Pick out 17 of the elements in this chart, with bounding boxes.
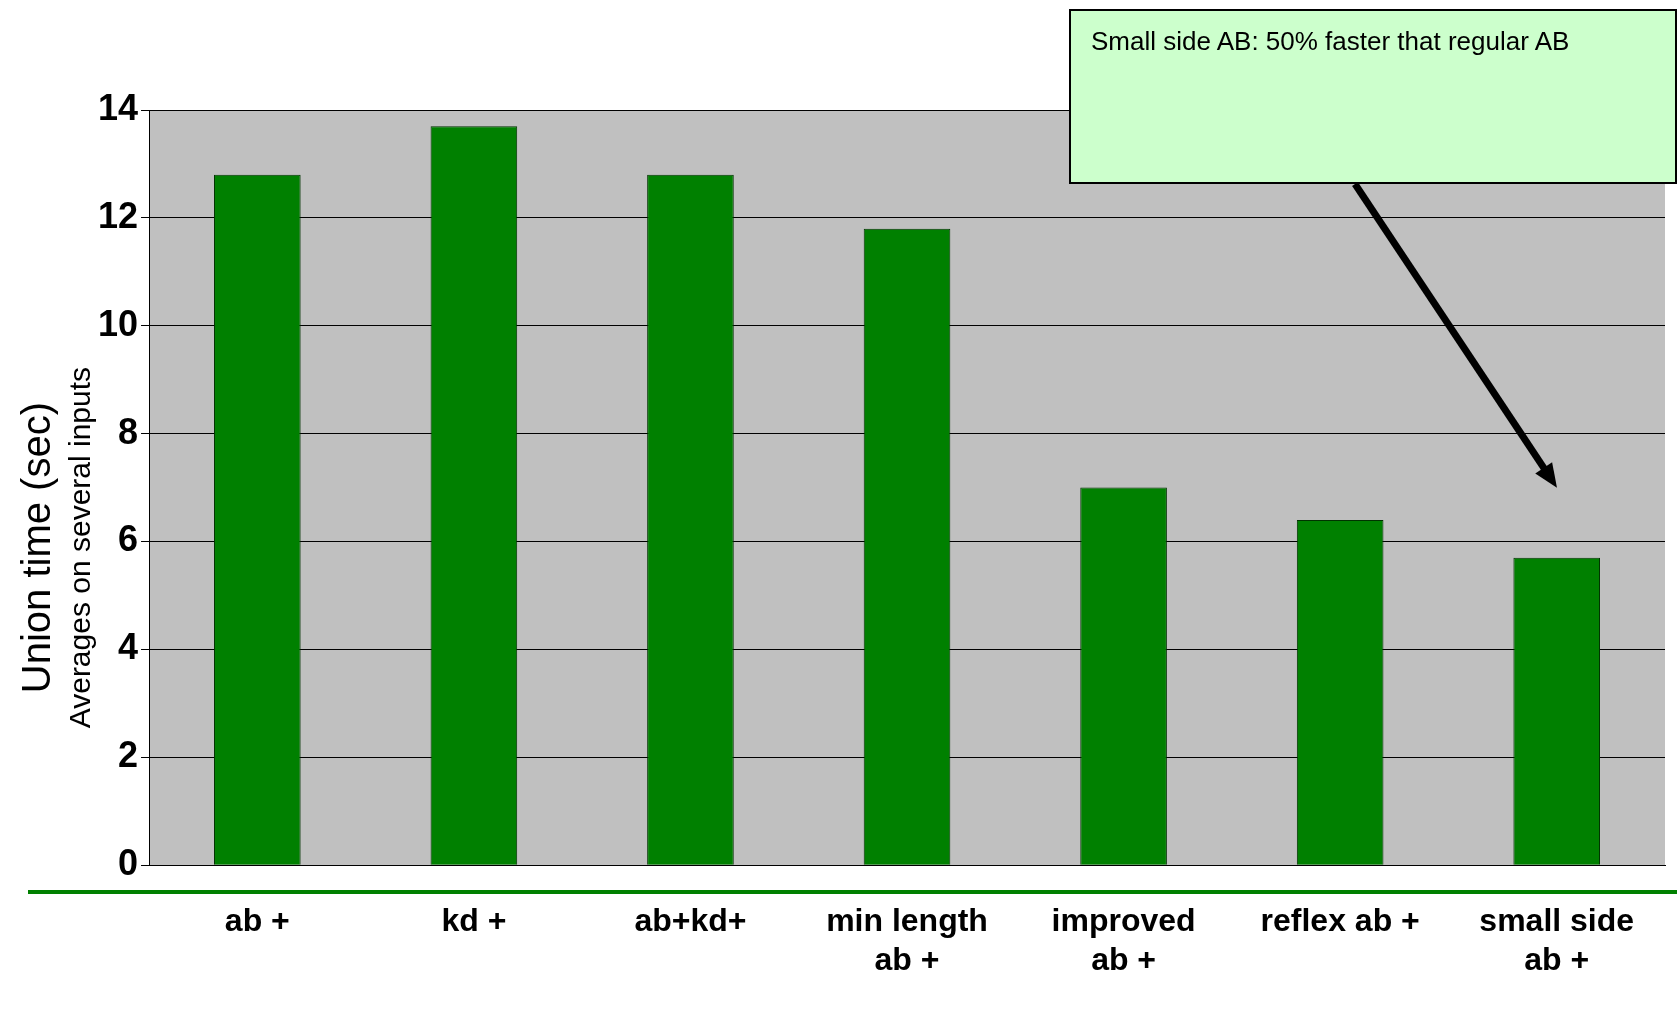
x-tick-label: kd + bbox=[441, 902, 507, 939]
y-tick-label: 10 bbox=[98, 302, 139, 344]
y-tick-label: 0 bbox=[118, 842, 139, 884]
y-tick-label: 12 bbox=[98, 194, 139, 236]
y-tick-label: 4 bbox=[118, 626, 139, 668]
y-tick-label: 14 bbox=[98, 86, 139, 128]
y-axis-title: Union time (sec) Averages on several inputs bbox=[14, 366, 96, 729]
y-tick-label: 8 bbox=[118, 410, 139, 452]
x-tick-label: ab + bbox=[224, 902, 290, 939]
y-tick-label: 2 bbox=[118, 734, 139, 776]
y-tick-label: 6 bbox=[118, 518, 139, 560]
x-tick-label: reflex ab + bbox=[1260, 902, 1420, 939]
x-tick-label: improved ab + bbox=[1051, 902, 1196, 977]
x-tick-label: ab+kd+ bbox=[634, 902, 747, 939]
x-tick-label: small side ab + bbox=[1479, 902, 1635, 977]
callout-box: Small side AB: 50% faster that regular AB bbox=[1069, 9, 1677, 184]
x-tick-label: min length ab + bbox=[826, 902, 988, 977]
